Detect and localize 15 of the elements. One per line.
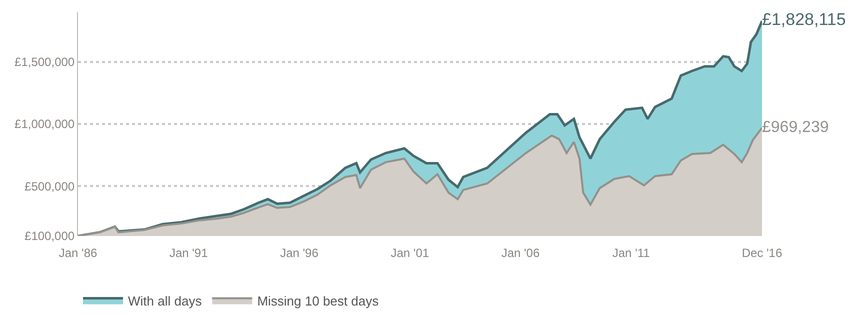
data-label: £1,828,115 (762, 10, 846, 30)
y-tick-label: £1,500,000 (14, 54, 75, 69)
legend-label: Missing 10 best days (257, 293, 380, 308)
y-tick-label: £100,000 (24, 229, 75, 244)
x-tick-label: Jan '91 (169, 246, 208, 260)
y-tick-label: £500,000 (24, 179, 75, 194)
data-label: £969,239 (762, 118, 829, 136)
x-tick-label: Jan '86 (58, 246, 98, 260)
x-tick-label: Jan '06 (501, 246, 540, 260)
x-tick-label: Jan '01 (390, 246, 430, 260)
x-tick-label: Jan '11 (612, 246, 650, 260)
y-tick-label: £1,000,000 (14, 117, 75, 132)
legend-label: With all days (128, 293, 202, 308)
x-tick-label: Dec '16 (742, 246, 782, 260)
x-tick-label: Jan '96 (280, 246, 319, 260)
